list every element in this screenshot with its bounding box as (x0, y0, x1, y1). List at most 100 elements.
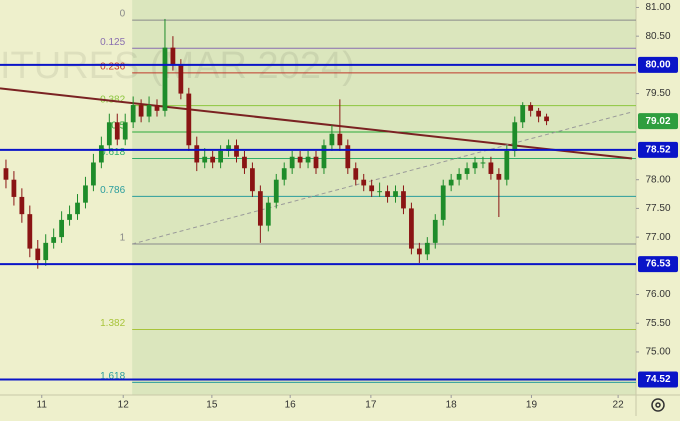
x-tick-label: 12 (118, 400, 130, 411)
candle-body (11, 179, 17, 197)
candle-body (210, 156, 216, 163)
fib-label: 1.382 (100, 318, 125, 329)
candle-body (496, 173, 502, 180)
candle-body (106, 122, 112, 146)
candle-body (257, 191, 263, 226)
level-badge (638, 256, 678, 273)
candle-body (544, 116, 549, 122)
candle-body (369, 185, 375, 192)
candle-body (122, 122, 128, 140)
candle-body (345, 145, 351, 169)
watermark: ITURES (MAR 2024) (0, 45, 355, 87)
candle-body (265, 202, 271, 226)
candle-body (162, 47, 168, 111)
settings-icon[interactable] (651, 398, 665, 412)
candle-body (456, 173, 462, 180)
price-label: 79.02 (645, 116, 670, 127)
fib-label: 0.382 (100, 94, 125, 105)
fib-label: 0.125 (100, 37, 125, 48)
candle-body (520, 105, 526, 123)
candle-body (67, 214, 72, 220)
candle-body (432, 219, 438, 243)
candle-body (234, 145, 239, 157)
x-tick-label: 16 (285, 400, 297, 411)
candle-body (273, 179, 279, 203)
x-tick-label: 18 (446, 400, 458, 411)
x-tick-label: 15 (206, 400, 218, 411)
y-tick-label: 80.50 (645, 31, 670, 42)
candle-body (353, 168, 359, 180)
price-badge (638, 113, 678, 130)
candle-body (297, 156, 303, 163)
fib-label: 0.786 (100, 185, 125, 196)
candle-body (416, 248, 422, 255)
y-tick-label: 79.50 (645, 88, 670, 99)
candle-body (51, 237, 57, 243)
fib-label: 1.618 (100, 371, 125, 382)
candle-body (59, 219, 64, 238)
candle-body (305, 156, 311, 163)
candle-body (409, 208, 414, 249)
gear-hub[interactable] (655, 402, 661, 408)
fib-label: 0 (120, 9, 126, 20)
y-tick-label: 75.50 (645, 318, 670, 329)
candle-body (289, 156, 295, 169)
fib-label: 1 (120, 233, 126, 244)
candle-body (83, 185, 88, 203)
level-badge (638, 371, 678, 388)
level-label: 74.52 (645, 374, 670, 385)
candle-body (75, 202, 80, 215)
candle-body (440, 185, 446, 220)
candle-body (91, 162, 96, 186)
candle-body (448, 179, 454, 186)
candle-body (27, 214, 33, 249)
x-tick-label: 22 (613, 400, 625, 411)
candle-body (464, 168, 470, 174)
candle-body (337, 133, 343, 146)
candle-body (35, 248, 41, 261)
x-tick-label: 17 (365, 400, 377, 411)
candle-body (377, 191, 382, 193)
y-tick-label: 75.00 (645, 347, 670, 358)
candle-body (424, 242, 430, 255)
gear[interactable] (651, 398, 665, 412)
y-tick-label: 81.00 (645, 2, 670, 13)
candle-body (194, 145, 200, 163)
candle-body (528, 105, 534, 111)
level-badge (638, 141, 678, 158)
candle-body (146, 105, 152, 117)
candle-body (154, 105, 160, 111)
y-tick-label: 77.50 (645, 203, 670, 214)
candle-body (226, 145, 231, 151)
candle-body (170, 47, 176, 65)
candle-body (401, 191, 406, 209)
y-tick-label: 77.00 (645, 232, 670, 243)
level-label: 80.00 (645, 60, 670, 71)
trend-line (132, 111, 633, 245)
candle-body (218, 150, 223, 163)
candle-body (3, 168, 9, 180)
level-label: 78.52 (645, 144, 670, 155)
candle-body (361, 179, 367, 186)
candle-body (178, 64, 184, 94)
candle-body (393, 191, 398, 197)
fib-label: 0.236 (100, 62, 125, 73)
fib-label: 0.618 (100, 147, 125, 158)
candle-body (202, 156, 208, 163)
candle-body (488, 162, 494, 174)
candle-body (250, 168, 255, 192)
candle-body (98, 145, 104, 163)
candle-body (512, 122, 518, 151)
candle-body (281, 168, 287, 180)
level-badge (638, 56, 678, 73)
x-tick-label: 19 (526, 400, 538, 411)
y-tick-label: 78.00 (645, 174, 670, 185)
candle-body (536, 110, 541, 117)
candle-body (114, 122, 120, 140)
candle-body (385, 191, 390, 197)
candle-body (130, 105, 136, 123)
candle-body (321, 145, 327, 169)
candle-body (19, 196, 25, 215)
